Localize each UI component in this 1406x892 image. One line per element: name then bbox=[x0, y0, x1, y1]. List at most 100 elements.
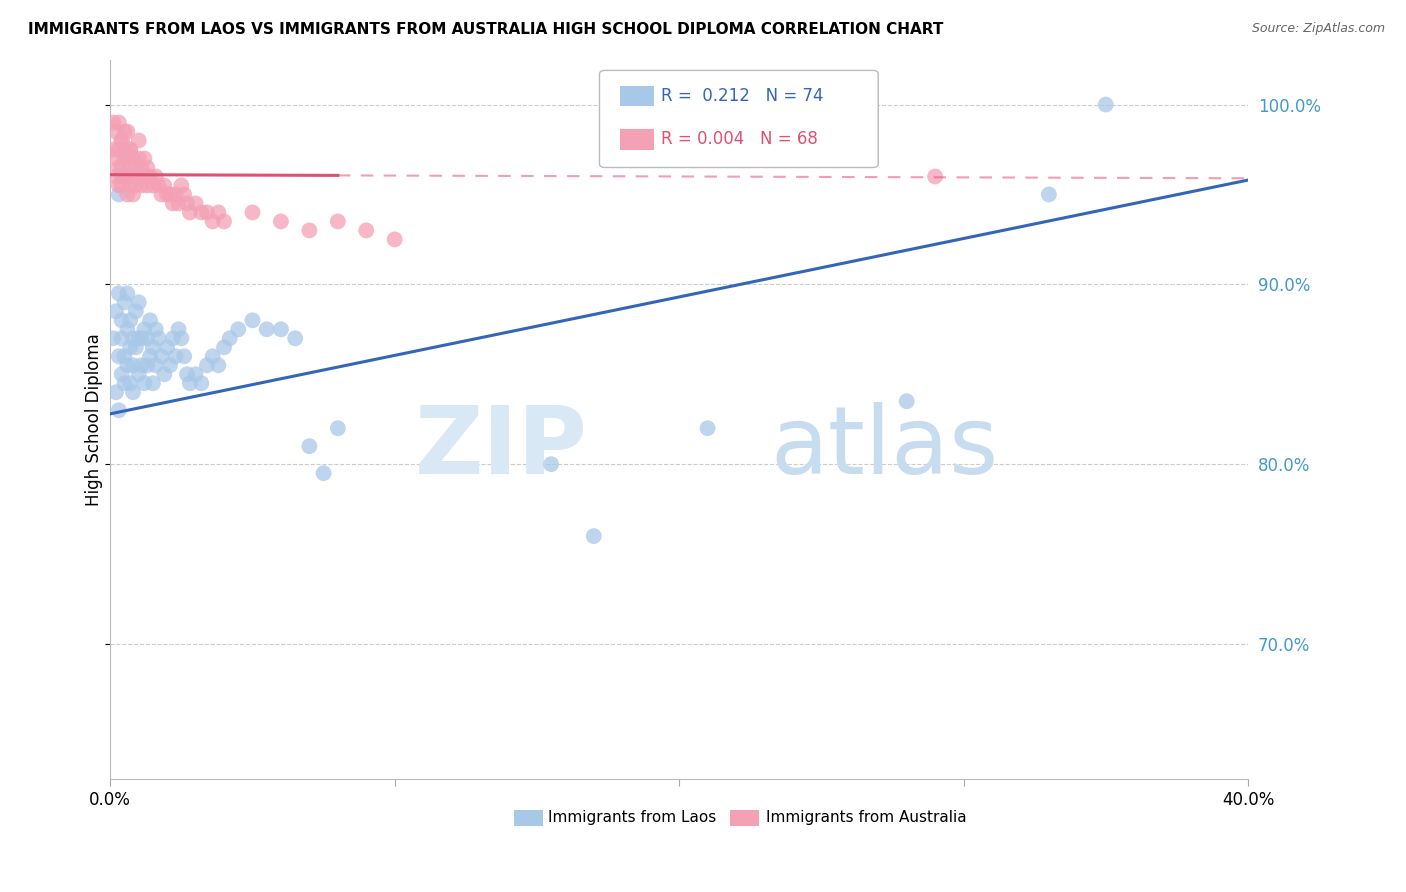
Point bbox=[139, 313, 162, 327]
Point bbox=[107, 115, 129, 129]
Point bbox=[242, 313, 264, 327]
Point bbox=[111, 134, 134, 148]
Point bbox=[159, 187, 181, 202]
Point bbox=[101, 115, 124, 129]
Point bbox=[384, 232, 406, 246]
Point bbox=[136, 359, 159, 373]
Point bbox=[896, 394, 918, 409]
Point bbox=[120, 143, 142, 157]
Text: Immigrants from Laos: Immigrants from Laos bbox=[548, 810, 717, 825]
Point bbox=[125, 169, 148, 184]
Point bbox=[128, 152, 150, 166]
Point bbox=[131, 359, 153, 373]
Point bbox=[117, 124, 139, 138]
Point bbox=[131, 331, 153, 345]
Point bbox=[136, 331, 159, 345]
Point bbox=[104, 304, 127, 318]
Point bbox=[195, 205, 218, 219]
Point bbox=[104, 124, 127, 138]
Point bbox=[284, 331, 307, 345]
Bar bbox=[620, 87, 654, 106]
Point bbox=[111, 178, 134, 193]
Point bbox=[582, 529, 605, 543]
Point bbox=[114, 376, 136, 391]
Point bbox=[153, 178, 176, 193]
Point bbox=[131, 178, 153, 193]
Point bbox=[104, 385, 127, 400]
Point bbox=[226, 322, 249, 336]
Point bbox=[173, 187, 195, 202]
Point bbox=[145, 169, 167, 184]
Point bbox=[107, 403, 129, 417]
Bar bbox=[730, 810, 759, 826]
Point bbox=[179, 376, 201, 391]
Point bbox=[156, 340, 179, 354]
Point bbox=[111, 331, 134, 345]
Point bbox=[165, 349, 187, 363]
Point bbox=[148, 331, 170, 345]
Point bbox=[117, 169, 139, 184]
Point bbox=[201, 214, 224, 228]
Point bbox=[170, 331, 193, 345]
Point bbox=[207, 359, 229, 373]
Point bbox=[114, 143, 136, 157]
Text: R =  0.212   N = 74: R = 0.212 N = 74 bbox=[661, 87, 824, 105]
FancyBboxPatch shape bbox=[599, 70, 879, 168]
Text: atlas: atlas bbox=[770, 402, 998, 494]
Point bbox=[173, 349, 195, 363]
Point bbox=[122, 187, 145, 202]
Point bbox=[114, 169, 136, 184]
Point bbox=[190, 376, 212, 391]
Point bbox=[139, 169, 162, 184]
Point bbox=[145, 359, 167, 373]
Point bbox=[104, 152, 127, 166]
Point bbox=[256, 322, 278, 336]
Point bbox=[156, 187, 179, 202]
Point bbox=[134, 169, 156, 184]
Point bbox=[145, 322, 167, 336]
Point bbox=[142, 340, 165, 354]
Point bbox=[270, 322, 292, 336]
Text: Immigrants from Australia: Immigrants from Australia bbox=[766, 810, 966, 825]
Point bbox=[104, 169, 127, 184]
Point bbox=[101, 143, 124, 157]
Point bbox=[114, 349, 136, 363]
Point bbox=[128, 331, 150, 345]
Point bbox=[111, 368, 134, 382]
Point bbox=[125, 340, 148, 354]
Point bbox=[184, 368, 207, 382]
Point bbox=[128, 368, 150, 382]
Point bbox=[134, 376, 156, 391]
Point bbox=[326, 214, 349, 228]
Point bbox=[1038, 187, 1060, 202]
Point bbox=[120, 376, 142, 391]
Point bbox=[184, 196, 207, 211]
Point bbox=[107, 161, 129, 175]
Text: ZIP: ZIP bbox=[415, 402, 588, 494]
Point bbox=[120, 178, 142, 193]
Point bbox=[150, 349, 173, 363]
Point bbox=[117, 152, 139, 166]
Point bbox=[139, 349, 162, 363]
Point bbox=[120, 313, 142, 327]
Point bbox=[107, 286, 129, 301]
Point bbox=[218, 331, 240, 345]
Point bbox=[201, 349, 224, 363]
Point bbox=[120, 161, 142, 175]
Point bbox=[326, 421, 349, 435]
Point bbox=[167, 322, 190, 336]
Point bbox=[114, 295, 136, 310]
Point bbox=[298, 439, 321, 453]
Text: Source: ZipAtlas.com: Source: ZipAtlas.com bbox=[1251, 22, 1385, 36]
Point bbox=[165, 187, 187, 202]
Bar bbox=[620, 129, 654, 150]
Point bbox=[696, 421, 718, 435]
Point bbox=[212, 340, 235, 354]
Point bbox=[242, 205, 264, 219]
Point bbox=[114, 169, 136, 184]
Point bbox=[111, 134, 134, 148]
Text: IMMIGRANTS FROM LAOS VS IMMIGRANTS FROM AUSTRALIA HIGH SCHOOL DIPLOMA CORRELATIO: IMMIGRANTS FROM LAOS VS IMMIGRANTS FROM … bbox=[28, 22, 943, 37]
Point bbox=[117, 359, 139, 373]
Point bbox=[117, 286, 139, 301]
Point bbox=[162, 196, 184, 211]
